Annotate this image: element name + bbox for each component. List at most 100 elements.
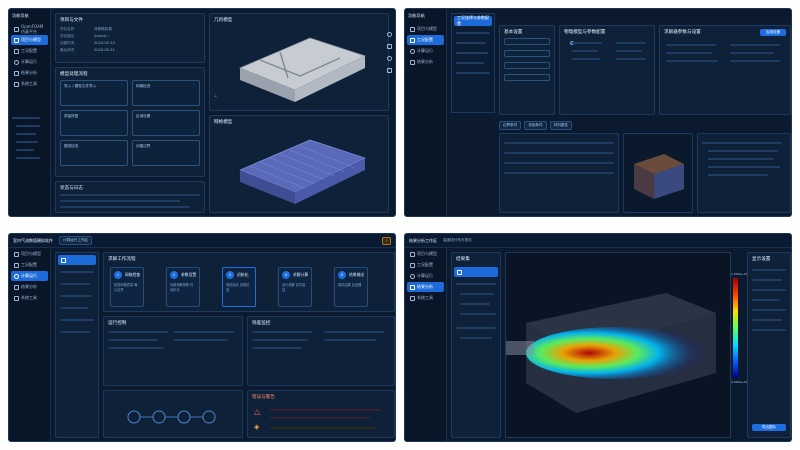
card-preview-3d[interactable] [623, 133, 693, 213]
card-solver: 求解器参数与设置 应用设置 [659, 25, 791, 115]
log-line [60, 200, 180, 202]
flow-step-4[interactable]: 区域设置 [132, 110, 200, 136]
setting-line [752, 279, 782, 281]
option-line [572, 50, 598, 52]
tab-initial[interactable]: 初始条件 [524, 121, 547, 130]
workspace-subtitle: 温度场分布可视化 [443, 238, 472, 242]
card-mesh-view[interactable]: 网格模型 [209, 115, 389, 213]
nav-item-4[interactable]: 结果分析 [11, 68, 48, 78]
nav-item-3[interactable]: 计算运行 [407, 271, 444, 281]
nav-item-3[interactable]: 计算运行 [407, 46, 444, 56]
nav-item-1[interactable]: 项目与模型 [407, 249, 444, 259]
select-field[interactable] [504, 38, 550, 45]
param-line [730, 44, 780, 46]
nav-item-4[interactable]: 结果分析 [407, 282, 444, 292]
workspace-tab[interactable]: 计算运行工作区 [59, 236, 93, 245]
tree-line [60, 307, 88, 309]
viewport-3d[interactable] [505, 252, 731, 438]
nav-item-1[interactable]: 项目与模型 [407, 24, 444, 34]
nav-item-2[interactable]: 工况配置 [407, 260, 444, 270]
top-bar: 结果分析工作区 温度场分布可视化 [405, 234, 791, 248]
rotate-icon[interactable] [387, 56, 392, 61]
flow-step-3[interactable]: 质量修复 [60, 110, 128, 136]
fit-icon[interactable] [387, 68, 392, 73]
tab-bar: 边界条件 初始条件 材料属性 [499, 121, 573, 130]
zoom-icon[interactable] [387, 32, 392, 37]
flow-step-2[interactable]: 网格检查 [132, 80, 200, 106]
select-field[interactable] [504, 62, 550, 69]
setting-line [752, 289, 786, 291]
table-line [504, 152, 614, 154]
nav-item-0[interactable]: OpenFOAM 仿真平台 [11, 24, 48, 34]
panel-case-config: 功能导航 项目与模型 工况配置 计算运行 结果分析 工况选择与参数配置 基本设置 [404, 8, 792, 217]
nav-item-4[interactable]: 结果分析 [407, 57, 444, 67]
param-line [666, 52, 712, 54]
workflow-step-4[interactable]: 4 求解计算 运行求解 实时监控 [278, 267, 312, 307]
card-geometry-view[interactable]: 几何模型 ⊥ [209, 13, 389, 111]
nav-item-3[interactable]: 计算运行 [11, 271, 48, 281]
nav-item-1[interactable]: 项目与模型 [11, 35, 48, 45]
option-line [616, 42, 646, 44]
tab-material[interactable]: 材料属性 [549, 121, 573, 130]
tab-boundary[interactable]: 边界条件 [499, 121, 522, 130]
case-line [456, 52, 488, 54]
warning-chip[interactable]: ! [381, 236, 391, 245]
nav-item-2[interactable]: 工况配置 [407, 35, 444, 45]
tree-line [456, 327, 496, 329]
nav-item-1[interactable]: 项目与模型 [11, 249, 48, 259]
res-line [324, 331, 384, 333]
card-status-log: 状态与日志 [55, 181, 205, 213]
select-field[interactable] [504, 50, 550, 57]
case-active[interactable] [58, 255, 96, 265]
tree-line [16, 149, 34, 151]
cube-icon [410, 26, 415, 32]
card-run-control: 运行控制 [103, 316, 243, 386]
card-basic: 基本设置 [499, 25, 555, 115]
alert-line [270, 417, 370, 419]
workflow-step-3[interactable]: 3 初始化 场初始化 设置初值 [222, 267, 256, 307]
pipeline-diagram [127, 410, 216, 424]
option-line [616, 58, 646, 60]
nav-item-3[interactable]: 计算运行 [11, 57, 48, 67]
pan-icon[interactable] [387, 44, 392, 49]
nav-item-2[interactable]: 工况配置 [11, 46, 48, 56]
log-line [60, 194, 200, 196]
tree-line [60, 271, 94, 273]
case-item-active[interactable]: 工况选择与参数配置 [454, 15, 492, 26]
axis-gizmo: ⊥ [214, 94, 218, 98]
play-icon [14, 273, 19, 279]
flow-step-6[interactable]: 创建边界 [132, 140, 200, 166]
result-active[interactable] [454, 267, 498, 277]
flow-step-1[interactable]: 导入 / 模型文件导入 [60, 80, 128, 106]
nav-item-5[interactable]: 系统工具 [407, 293, 444, 303]
workflow-step-2[interactable]: 2 参数设置 设置求解参数 时间步长 [166, 267, 200, 307]
workflow-step-1[interactable]: 1 网格检查 检查网格质量 确认边界 [110, 267, 144, 307]
nav-item-5[interactable]: 系统工具 [11, 79, 48, 89]
setting-line [752, 319, 782, 321]
card-alerts: 错误与警告 △ ◈ [247, 390, 395, 438]
card-title: 求解器参数与设置 [664, 30, 701, 35]
flow-step-5[interactable]: 模型检查 [60, 140, 128, 166]
card-title: 运行控制 [108, 321, 127, 326]
color-legend: 1.500e+00 0.000e+00 [731, 272, 748, 388]
workflow-step-5[interactable]: 5 结果输出 保存结果 后处理 [334, 267, 368, 307]
table-line [504, 142, 614, 144]
nav-item-2[interactable]: 工况配置 [11, 260, 48, 270]
select-field[interactable] [504, 74, 550, 81]
scale-max: 1.500e+00 [731, 272, 748, 276]
info-row: 最后修改 2024-05-21 [60, 48, 115, 52]
cube-icon [410, 251, 415, 257]
tree-line [460, 303, 490, 305]
apply-button[interactable]: 应用设置 [760, 29, 786, 36]
info-row: 创建时间 2024-05-10 [60, 41, 115, 45]
nav-item-5[interactable]: 系统工具 [11, 293, 48, 303]
nav-item-4[interactable]: 结果分析 [11, 282, 48, 292]
card-title: 显示设置 [752, 257, 771, 262]
card-title: 结果集 [456, 257, 470, 262]
option-line [572, 42, 602, 44]
tree-line [60, 319, 94, 321]
card-title: 模型处理流程 [60, 72, 88, 77]
export-button[interactable]: 导出图片 [752, 424, 786, 431]
sliders-icon [410, 37, 415, 43]
card-title: 求解工作流程 [108, 257, 136, 262]
